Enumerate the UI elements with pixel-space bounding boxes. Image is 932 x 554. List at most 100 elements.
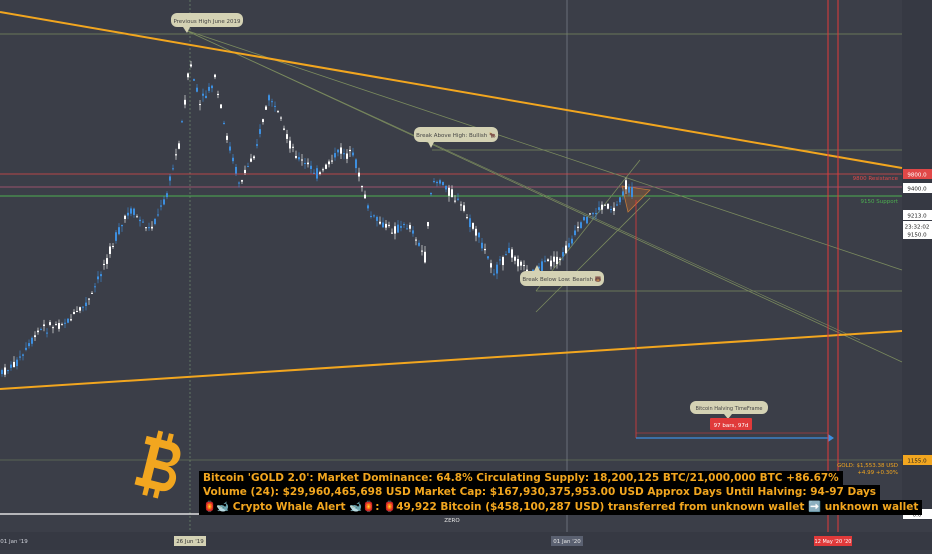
candle-body [154,218,156,225]
candle-body [364,194,366,199]
candle-body [229,146,231,151]
candle-body [76,310,78,312]
candle-body [172,168,174,170]
candle-body [133,208,135,215]
candle-body [349,149,351,152]
candle-body [22,354,24,356]
candle-body [574,230,576,236]
candle-body [73,311,75,315]
candle-body [358,172,360,177]
support-text: 9150 Support [861,199,899,205]
candle-body [541,261,543,271]
candle-body [622,191,624,196]
trendline-c [184,29,861,341]
candle-body [331,160,333,162]
candle-body [583,217,585,221]
candle-body [64,322,66,324]
candle-body [454,200,456,202]
candle-body [307,162,309,165]
candle-body [448,187,450,196]
badge-9800: 9800.0 [903,169,932,179]
break-above-bubble: Break Above High: Bullish 🐂 [414,127,498,148]
candle-body [613,207,615,212]
candle-body [481,242,483,249]
candle-body [52,327,54,329]
candle-body [28,343,30,347]
candle-body [385,223,387,228]
candle-body [181,121,183,123]
candle-body [469,218,471,228]
candle-body [427,222,429,227]
candle-body [43,324,45,327]
halving-bubble: Bitcoin Halving TimeFrame [690,401,768,419]
candle-body [25,347,27,350]
candle-body [370,215,372,217]
candle-body [265,106,267,110]
candle-body [178,143,180,149]
price-axis-bg [902,0,932,520]
candle-body [160,205,162,207]
date-label-may20: 12 May '20 '20 [814,536,852,546]
candle-body [343,153,345,155]
candle-body [208,86,210,91]
candle-body [148,227,150,229]
halving-label: Bitcoin Halving TimeFrame [695,406,762,412]
candle-body [211,85,213,89]
candle-body [409,225,411,229]
candle-body [484,248,486,251]
candle-body [136,216,138,218]
candle-body [628,186,630,193]
orange-support-trendline [0,330,903,390]
svg-text:9800.0: 9800.0 [907,173,927,179]
date-label-jun19: 26 Jun '19 [174,536,206,546]
candle-body [115,232,117,241]
candle-body [400,226,402,228]
candle-body [490,263,492,268]
previous-high-bubble: Previous High June 2019 [171,13,243,33]
candle-body [145,227,147,229]
candle-body [523,265,525,267]
candle-body [472,223,474,229]
candle-body [55,324,57,326]
candle-body [82,306,84,308]
candle-body [4,367,6,375]
candle-body [244,169,246,173]
candle-body [187,73,189,78]
candle-body [337,149,339,153]
candle-body [379,221,381,224]
candle-body [433,181,435,183]
svg-text:26 Jun '19: 26 Jun '19 [176,539,204,545]
candle-body [13,361,15,368]
candle-body [313,172,315,174]
candle-body [130,208,132,214]
candle-body [175,154,177,156]
candle-body [88,298,90,300]
candle-body [295,155,297,158]
candle-body [190,64,192,67]
candle-body [445,185,447,190]
candle-body [118,227,120,235]
candle-body [619,197,621,203]
svg-text:9400.0: 9400.0 [907,187,927,193]
candle-body [34,335,36,338]
candle-body [373,215,375,217]
gold-note-1: GOLD: $1,553.38 USD [837,463,898,469]
date-label-jan20: 01 Jan '20 [551,536,583,546]
candle-body [289,140,291,149]
candle-body [79,307,81,311]
candle-body [247,166,249,168]
candle-body [271,101,273,103]
info-dominance-line: Bitcoin 'GOLD 2.0': Market Dominance: 64… [199,471,843,486]
candle-body [94,286,96,288]
candle-body [493,273,495,275]
candle-body [580,222,582,228]
channel-upper [535,159,641,292]
candle-body [292,146,294,148]
gold-note-2: +4.99 +0.30% [857,470,898,476]
zero-text: ZERO [444,518,460,524]
candle-body [562,252,564,257]
candle-body [547,259,549,262]
candle-body [37,330,39,333]
candle-body [232,157,234,162]
